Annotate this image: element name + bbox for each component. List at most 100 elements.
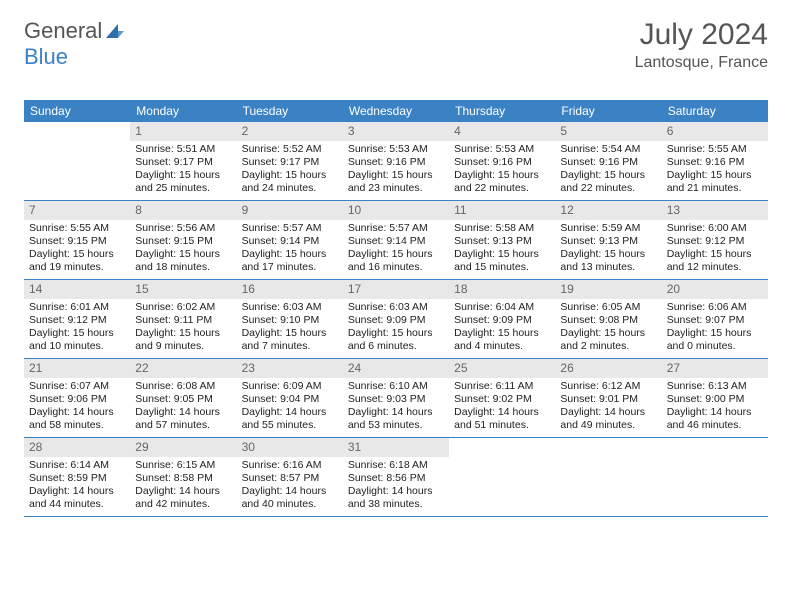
day-header: Thursday xyxy=(449,100,555,122)
day-number: 25 xyxy=(449,359,555,378)
empty-cell xyxy=(662,438,768,516)
day-number: 30 xyxy=(237,438,343,457)
daylight-line: Daylight: 15 hours and 2 minutes. xyxy=(560,327,656,353)
day-cell: 4Sunrise: 5:53 AMSunset: 9:16 PMDaylight… xyxy=(449,122,555,200)
day-number: 1 xyxy=(130,122,236,141)
day-cell: 9 Sunrise: 5:57 AMSunset: 9:14 PMDaylight… xyxy=(237,201,343,279)
daylight-line: Daylight: 15 hours and 7 minutes. xyxy=(242,327,338,353)
daylight-line: Daylight: 14 hours and 40 minutes. xyxy=(242,485,338,511)
sunrise-line: Sunrise: 6:08 AM xyxy=(135,380,231,393)
empty-cell xyxy=(449,438,555,516)
daylight-line: Daylight: 15 hours and 4 minutes. xyxy=(454,327,550,353)
daylight-line: Daylight: 15 hours and 22 minutes. xyxy=(454,169,550,195)
day-info: Sunrise: 6:01 AMSunset: 9:12 PMDaylight:… xyxy=(24,301,130,358)
day-info: Sunrise: 6:02 AMSunset: 9:11 PMDaylight:… xyxy=(130,301,236,358)
day-cell: 6 Sunrise: 5:55 AMSunset: 9:16 PMDaylight… xyxy=(662,122,768,200)
day-info: Sunrise: 6:04 AMSunset: 9:09 PMDaylight:… xyxy=(449,301,555,358)
day-number: 2 xyxy=(237,122,343,141)
day-info: Sunrise: 6:03 AMSunset: 9:09 PMDaylight:… xyxy=(343,301,449,358)
sunset-line: Sunset: 9:16 PM xyxy=(348,156,444,169)
sunrise-line: Sunrise: 6:10 AM xyxy=(348,380,444,393)
sunrise-line: Sunrise: 6:03 AM xyxy=(242,301,338,314)
daylight-line: Daylight: 15 hours and 18 minutes. xyxy=(135,248,231,274)
day-cell: 25Sunrise: 6:11 AMSunset: 9:02 PMDayligh… xyxy=(449,359,555,437)
day-info: Sunrise: 5:58 AMSunset: 9:13 PMDaylight:… xyxy=(449,222,555,279)
day-headers: SundayMondayTuesdayWednesdayThursdayFrid… xyxy=(24,100,768,122)
sunrise-line: Sunrise: 5:56 AM xyxy=(135,222,231,235)
day-cell: 8 Sunrise: 5:56 AMSunset: 9:15 PMDaylight… xyxy=(130,201,236,279)
day-number: 24 xyxy=(343,359,449,378)
day-cell: 10Sunrise: 5:57 AMSunset: 9:14 PMDayligh… xyxy=(343,201,449,279)
sunrise-line: Sunrise: 6:01 AM xyxy=(29,301,125,314)
daylight-line: Daylight: 14 hours and 49 minutes. xyxy=(560,406,656,432)
sunrise-line: Sunrise: 6:13 AM xyxy=(667,380,763,393)
daylight-line: Daylight: 15 hours and 22 minutes. xyxy=(560,169,656,195)
logo-word2: Blue xyxy=(24,44,68,69)
logo-sail-icon xyxy=(104,22,126,40)
day-number: 12 xyxy=(555,201,661,220)
daylight-line: Daylight: 14 hours and 42 minutes. xyxy=(135,485,231,511)
sunrise-line: Sunrise: 6:05 AM xyxy=(560,301,656,314)
day-number: 9 xyxy=(237,201,343,220)
sunrise-line: Sunrise: 6:03 AM xyxy=(348,301,444,314)
sunset-line: Sunset: 9:01 PM xyxy=(560,393,656,406)
day-number: 10 xyxy=(343,201,449,220)
week-row: 14Sunrise: 6:01 AMSunset: 9:12 PMDayligh… xyxy=(24,280,768,359)
sunset-line: Sunset: 9:02 PM xyxy=(454,393,550,406)
day-number: 16 xyxy=(237,280,343,299)
week-row: 7Sunrise: 5:55 AMSunset: 9:15 PMDaylight… xyxy=(24,201,768,280)
daylight-line: Daylight: 15 hours and 12 minutes. xyxy=(667,248,763,274)
sunrise-line: Sunrise: 6:14 AM xyxy=(29,459,125,472)
sunset-line: Sunset: 8:58 PM xyxy=(135,472,231,485)
day-cell: 3Sunrise: 5:53 AMSunset: 9:16 PMDaylight… xyxy=(343,122,449,200)
day-number: 14 xyxy=(24,280,130,299)
day-number: 6 xyxy=(662,122,768,141)
day-cell: 15Sunrise: 6:02 AMSunset: 9:11 PMDayligh… xyxy=(130,280,236,358)
day-number: 22 xyxy=(130,359,236,378)
sunrise-line: Sunrise: 5:57 AM xyxy=(242,222,338,235)
day-info: Sunrise: 5:56 AMSunset: 9:15 PMDaylight:… xyxy=(130,222,236,279)
day-info: Sunrise: 5:52 AMSunset: 9:17 PMDaylight:… xyxy=(237,143,343,200)
day-info: Sunrise: 5:53 AMSunset: 9:16 PMDaylight:… xyxy=(449,143,555,200)
week-row: 21Sunrise: 6:07 AMSunset: 9:06 PMDayligh… xyxy=(24,359,768,438)
daylight-line: Daylight: 15 hours and 17 minutes. xyxy=(242,248,338,274)
day-cell: 5Sunrise: 5:54 AMSunset: 9:16 PMDaylight… xyxy=(555,122,661,200)
day-header: Tuesday xyxy=(237,100,343,122)
day-info: Sunrise: 5:55 AMSunset: 9:15 PMDaylight:… xyxy=(24,222,130,279)
day-header: Monday xyxy=(130,100,236,122)
sunset-line: Sunset: 9:11 PM xyxy=(135,314,231,327)
day-info: Sunrise: 6:06 AMSunset: 9:07 PMDaylight:… xyxy=(662,301,768,358)
month-title: July 2024 xyxy=(635,18,768,52)
sunrise-line: Sunrise: 5:53 AM xyxy=(348,143,444,156)
day-number: 11 xyxy=(449,201,555,220)
day-cell: 13Sunrise: 6:00 AMSunset: 9:12 PMDayligh… xyxy=(662,201,768,279)
day-cell: 11 Sunrise: 5:58 AMSunset: 9:13 PMDayligh… xyxy=(449,201,555,279)
day-info: Sunrise: 6:05 AMSunset: 9:08 PMDaylight:… xyxy=(555,301,661,358)
sunrise-line: Sunrise: 5:58 AM xyxy=(454,222,550,235)
sunrise-line: Sunrise: 6:07 AM xyxy=(29,380,125,393)
day-info: Sunrise: 6:18 AMSunset: 8:56 PMDaylight:… xyxy=(343,459,449,516)
day-info: Sunrise: 5:55 AMSunset: 9:16 PMDaylight:… xyxy=(662,143,768,200)
day-number: 8 xyxy=(130,201,236,220)
daylight-line: Daylight: 14 hours and 55 minutes. xyxy=(242,406,338,432)
sunset-line: Sunset: 9:07 PM xyxy=(667,314,763,327)
day-cell: 26Sunrise: 6:12 AMSunset: 9:01 PMDayligh… xyxy=(555,359,661,437)
daylight-line: Daylight: 15 hours and 13 minutes. xyxy=(560,248,656,274)
empty-cell xyxy=(555,438,661,516)
sunrise-line: Sunrise: 6:04 AM xyxy=(454,301,550,314)
sunrise-line: Sunrise: 5:51 AM xyxy=(135,143,231,156)
sunrise-line: Sunrise: 6:18 AM xyxy=(348,459,444,472)
day-cell: 7Sunrise: 5:55 AMSunset: 9:15 PMDaylight… xyxy=(24,201,130,279)
day-info: Sunrise: 6:13 AMSunset: 9:00 PMDaylight:… xyxy=(662,380,768,437)
sunrise-line: Sunrise: 6:06 AM xyxy=(667,301,763,314)
day-info: Sunrise: 6:15 AMSunset: 8:58 PMDaylight:… xyxy=(130,459,236,516)
daylight-line: Daylight: 14 hours and 44 minutes. xyxy=(29,485,125,511)
sunset-line: Sunset: 9:12 PM xyxy=(29,314,125,327)
day-info: Sunrise: 6:08 AMSunset: 9:05 PMDaylight:… xyxy=(130,380,236,437)
logo-word1: General xyxy=(24,18,102,44)
day-cell: 20Sunrise: 6:06 AMSunset: 9:07 PMDayligh… xyxy=(662,280,768,358)
day-cell: 31Sunrise: 6:18 AMSunset: 8:56 PMDayligh… xyxy=(343,438,449,516)
day-cell: 1Sunrise: 5:51 AMSunset: 9:17 PMDaylight… xyxy=(130,122,236,200)
sunset-line: Sunset: 9:14 PM xyxy=(242,235,338,248)
sunset-line: Sunset: 9:08 PM xyxy=(560,314,656,327)
